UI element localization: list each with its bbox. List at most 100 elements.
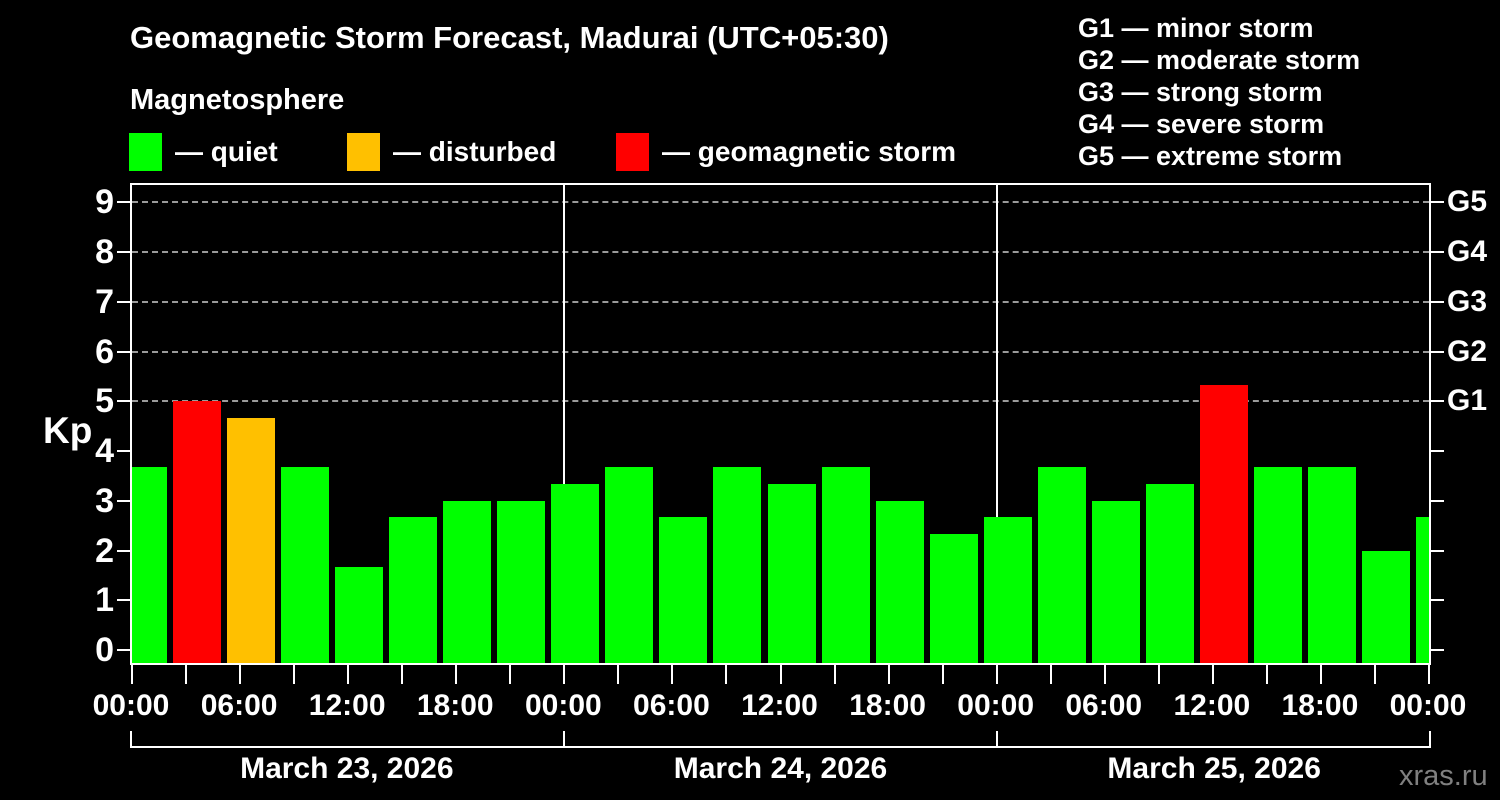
legend-label-disturbed: — disturbed	[393, 136, 557, 167]
page-title: Geomagnetic Storm Forecast, Madurai (UTC…	[130, 20, 889, 55]
legend-item-quiet: — quiet	[129, 132, 278, 172]
kp-bar	[389, 517, 438, 663]
y-axis-title: Kp	[43, 410, 93, 451]
quiet-color-swatch	[129, 133, 162, 171]
y-axis-tick-left	[117, 499, 130, 502]
kp-bar	[983, 517, 1032, 663]
date-label: March 25, 2026	[1107, 752, 1321, 785]
x-axis-tick	[1265, 665, 1268, 684]
g-scale-legend-row-g5: G5 — extreme storm	[1078, 141, 1343, 171]
date-label: March 24, 2026	[673, 752, 888, 785]
y-axis-tick-left	[117, 599, 130, 602]
g-scale-legend-row-g3: G3 — strong storm	[1078, 77, 1323, 107]
watermark: xras.ru	[1399, 760, 1488, 792]
g-scale-legend-row-g1: G1 — minor storm	[1078, 13, 1314, 43]
date-bracket-tick	[996, 731, 998, 748]
chart-subtitle: Magnetosphere	[130, 84, 345, 116]
plot-area	[130, 183, 1431, 665]
x-axis-tick	[887, 665, 890, 684]
g-level-label: G2	[1447, 334, 1488, 368]
kp-bar	[1037, 467, 1086, 663]
y-axis-tick-left	[117, 300, 130, 303]
g-level-label: G1	[1447, 384, 1488, 418]
y-axis-tick-right	[1431, 450, 1444, 452]
y-tick-label: 0	[95, 631, 114, 669]
disturbed-color-swatch	[347, 133, 380, 171]
time-label: 12:00	[1173, 689, 1251, 722]
y-axis-tick-left	[117, 450, 130, 452]
kp-bar	[605, 467, 654, 663]
x-axis-tick	[1049, 665, 1052, 684]
kp-bar	[1145, 484, 1194, 663]
y-axis-tick-left	[117, 350, 130, 353]
x-axis-tick	[1157, 665, 1160, 684]
x-axis-tick	[779, 665, 782, 684]
x-axis-tick	[671, 665, 674, 684]
y-axis-tick-left	[117, 251, 130, 253]
storm-color-swatch	[616, 133, 649, 171]
legend-item-storm: — geomagnetic storm	[616, 132, 956, 172]
plot-clip-region	[132, 185, 1429, 663]
y-axis-tick-left	[117, 201, 130, 204]
kp-bar	[497, 500, 546, 663]
x-axis-tick	[131, 665, 133, 684]
kp-bar	[281, 467, 330, 663]
x-axis-tick	[1211, 665, 1214, 684]
time-label: 12:00	[741, 689, 818, 722]
x-axis-tick	[239, 665, 242, 684]
g-scale-legend: G1 — minor storm G2 — moderate storm G3 …	[1078, 12, 1360, 172]
time-label: 06:00	[200, 689, 278, 722]
kp-bar	[659, 517, 708, 663]
kp-bar	[875, 500, 924, 663]
kp-bar	[443, 500, 492, 663]
kp-bar	[132, 467, 167, 663]
y-tick-label: 6	[95, 332, 114, 371]
kp-bar	[1253, 467, 1302, 663]
time-label: 00:00	[1389, 689, 1467, 722]
y-tick-label: 9	[95, 183, 114, 222]
date-bracket-tick	[563, 731, 565, 748]
kp-bar	[713, 467, 762, 663]
legend-label-quiet: — quiet	[175, 136, 278, 167]
y-axis-tick-left	[117, 400, 130, 403]
kp-bar	[551, 484, 600, 663]
kp-bar	[1307, 467, 1356, 663]
date-bracket-line	[130, 746, 1431, 748]
time-label: 18:00	[1281, 689, 1359, 722]
y-axis-tick-right	[1431, 251, 1444, 253]
kp-bar	[227, 417, 276, 663]
time-label: 06:00	[1065, 689, 1143, 722]
x-axis-tick	[941, 665, 944, 684]
x-axis-tick	[185, 665, 188, 684]
kp-bar	[335, 566, 384, 663]
x-axis-tick	[1103, 665, 1106, 684]
time-label: 00:00	[524, 689, 602, 722]
kp-bar	[929, 534, 978, 663]
gridline-kp6	[132, 350, 1429, 353]
x-axis-tick	[563, 665, 566, 684]
g-level-label: G5	[1447, 185, 1488, 219]
legend-item-disturbed: — disturbed	[347, 132, 556, 172]
g-level-label: G4	[1447, 235, 1488, 268]
kp-bar	[173, 401, 222, 663]
gridline-kp7	[132, 300, 1429, 303]
x-axis-tick	[995, 665, 998, 684]
y-tick-label: 1	[95, 581, 114, 620]
time-label: 12:00	[308, 689, 386, 722]
x-axis-tick	[1373, 665, 1376, 684]
y-tick-label: 3	[95, 481, 114, 520]
kp-bar	[1416, 517, 1429, 663]
time-label: 18:00	[416, 689, 494, 722]
y-axis-tick-right	[1431, 300, 1444, 303]
y-tick-label: 7	[95, 282, 114, 321]
time-label: 06:00	[633, 689, 710, 722]
date-bracket-tick	[1429, 731, 1431, 748]
y-tick-label: 2	[95, 531, 114, 570]
g-scale-legend-row-g2: G2 — moderate storm	[1078, 45, 1361, 75]
x-axis-tick	[725, 665, 728, 684]
y-axis-tick-left	[117, 649, 130, 651]
x-axis-tick	[617, 665, 620, 684]
kp-bar	[767, 484, 816, 663]
gridline-kp5	[132, 400, 1429, 403]
